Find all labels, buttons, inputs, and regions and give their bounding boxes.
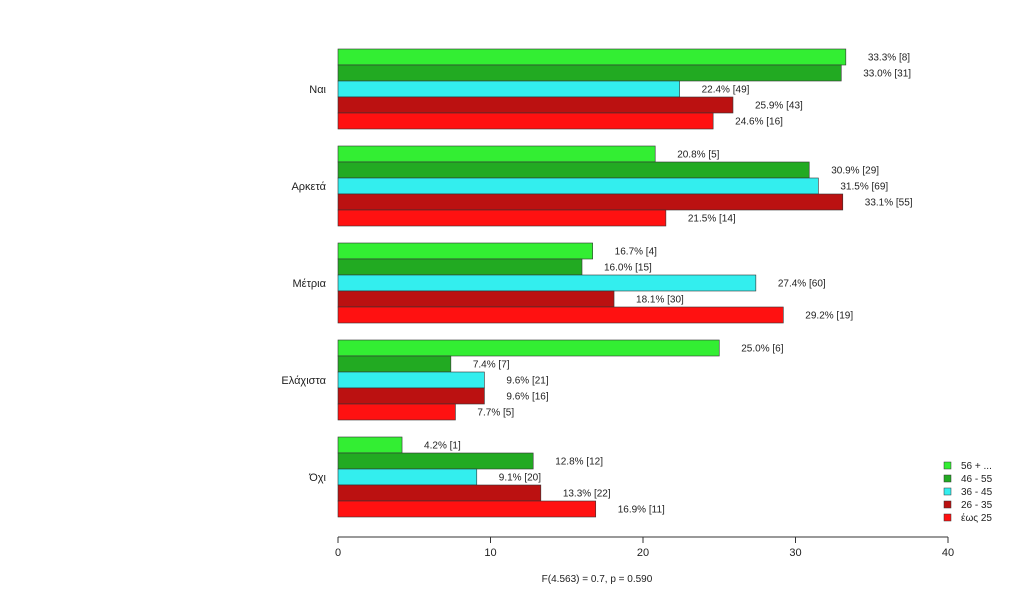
bars-group: [337, 48, 847, 518]
bar: [337, 403, 456, 421]
data-label: 21.5% [14]: [688, 214, 736, 225]
bar: [337, 80, 680, 98]
bar: [337, 500, 597, 518]
bar: [337, 161, 810, 179]
bar: [337, 177, 819, 195]
data-labels-group: 33.3% [8] 33.0% [31] 22.4% [49] 25.9% [43] 2…: [424, 53, 913, 516]
statistic-footnote: F(4.563) = 0.7, p = 0.590: [542, 574, 653, 585]
bar: [337, 290, 615, 308]
x-tick-label: 0: [335, 547, 341, 559]
category-label: Ελάχιστα: [281, 375, 326, 387]
legend-swatch: [943, 461, 952, 470]
bar: [337, 468, 478, 486]
x-tick-label: 40: [942, 547, 954, 559]
bar: [337, 274, 757, 292]
legend-label: 26 - 35: [961, 500, 993, 511]
category-label: Ναι: [309, 84, 326, 96]
data-label: 9.1% [20]: [499, 473, 541, 484]
data-label: 30.9% [29]: [831, 166, 879, 177]
data-label: 33.0% [31]: [863, 69, 911, 80]
data-label: 25.9% [43]: [755, 101, 803, 112]
category-label: Όχι: [308, 472, 326, 484]
x-tick-label: 20: [637, 547, 649, 559]
legend-label: έως 25: [961, 512, 992, 524]
bar: [337, 112, 714, 130]
bar: [337, 209, 667, 227]
data-label: 16.9% [11]: [618, 505, 665, 516]
category-label: Μέτρια: [293, 278, 327, 290]
data-label: 7.4% [7]: [473, 360, 510, 371]
data-label: 16.7% [4]: [615, 247, 657, 258]
bar: [337, 64, 842, 82]
bar: [337, 258, 583, 276]
data-label: 13.3% [22]: [563, 489, 611, 500]
data-label: 9.6% [16]: [506, 392, 548, 403]
legend-swatch: [943, 474, 952, 483]
data-label: 18.1% [30]: [636, 295, 684, 306]
data-label: 27.4% [60]: [778, 279, 826, 290]
data-label: 24.6% [16]: [735, 117, 783, 128]
legend-swatch: [943, 487, 952, 496]
data-label: 25.0% [6]: [741, 344, 783, 355]
x-tick-label: 30: [789, 547, 801, 559]
bar: [337, 387, 485, 405]
bar: [337, 96, 734, 114]
bar: [337, 371, 485, 389]
bar: [337, 436, 403, 454]
bar: [337, 339, 720, 357]
x-tick-label: 10: [484, 547, 496, 559]
bar: [337, 484, 542, 502]
category-label: Αρκετά: [291, 181, 326, 193]
legend-label: 56 + ...: [961, 461, 992, 472]
data-label: 20.8% [5]: [677, 150, 719, 161]
data-label: 33.1% [55]: [865, 198, 913, 209]
bar: [337, 145, 656, 163]
data-label: 7.7% [5]: [477, 408, 514, 419]
bar: [337, 306, 784, 324]
legend-swatch: [943, 500, 952, 509]
legend-label: 36 - 45: [961, 487, 993, 498]
data-label: 9.6% [21]: [506, 376, 548, 387]
data-label: 29.2% [19]: [805, 311, 853, 322]
bar: [337, 48, 847, 66]
data-label: 22.4% [49]: [702, 85, 750, 96]
bar: [337, 242, 593, 260]
bar: [337, 355, 452, 373]
category-labels-group: Ναι Αρκετά Μέτρια Ελάχιστα Όχι: [281, 84, 326, 484]
data-label: 16.0% [15]: [604, 263, 652, 274]
bar: [337, 193, 844, 211]
legend-swatch: [943, 513, 952, 522]
data-label: 31.5% [69]: [840, 182, 888, 193]
data-label: 12.8% [12]: [555, 457, 603, 468]
data-label: 33.3% [8]: [868, 53, 910, 64]
legend-label: 46 - 55: [961, 474, 993, 485]
x-axis: 0 10 20 30 40: [335, 536, 954, 559]
data-label: 4.2% [1]: [424, 441, 461, 452]
bar: [337, 452, 534, 470]
